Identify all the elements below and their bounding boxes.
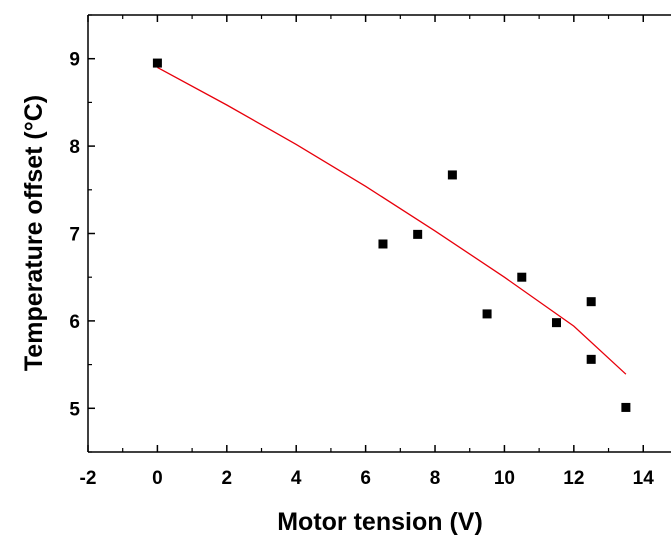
data-point [586, 354, 596, 364]
y-tick-label: 7 [69, 225, 80, 246]
y-tick-label: 8 [69, 137, 80, 158]
x-tick-label: 0 [152, 468, 163, 489]
x-tick-label: 10 [494, 468, 515, 489]
data-point [447, 170, 457, 180]
x-tick-label: -2 [80, 468, 97, 489]
x-axis-title: Motor tension (V) [277, 508, 483, 536]
data-point [586, 297, 596, 307]
x-tick-label: 8 [430, 468, 441, 489]
data-point [551, 318, 561, 328]
data-point [413, 229, 423, 239]
plot-frame [87, 14, 671, 453]
data-point [482, 309, 492, 319]
data-points-layer [152, 58, 631, 412]
data-point [152, 58, 162, 68]
fit-curve [157, 66, 627, 375]
y-tick-label: 5 [69, 399, 80, 420]
x-tick-label: 2 [222, 468, 233, 489]
y-axis-title: Temperature offset (°C) [20, 95, 48, 371]
data-point [517, 272, 527, 282]
y-tick-label: 6 [69, 312, 80, 333]
data-point [621, 402, 631, 412]
y-tick-label: 9 [69, 50, 80, 71]
data-point [378, 239, 388, 249]
fit-curve-layer [157, 66, 627, 375]
y-axis-ticks: 5 6 7 8 9 [69, 14, 95, 453]
x-tick-label: 4 [291, 468, 302, 489]
x-axis-ticks: -2 0 2 4 6 8 10 12 14 [80, 15, 655, 489]
x-tick-label: 14 [633, 468, 655, 489]
x-tick-label: 12 [563, 468, 584, 489]
x-tick-label: 6 [360, 468, 371, 489]
